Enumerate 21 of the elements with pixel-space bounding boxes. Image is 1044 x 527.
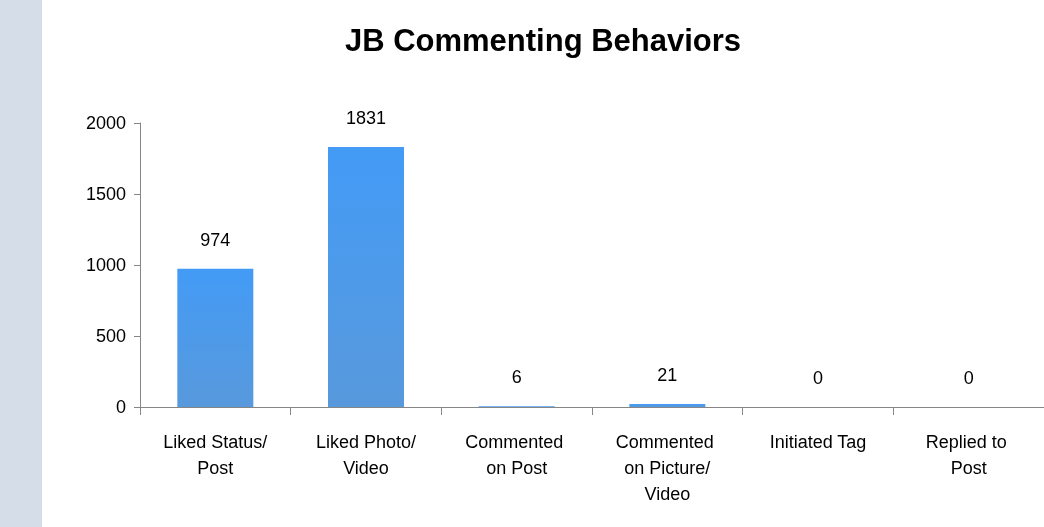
data-label: 0 — [812, 368, 824, 388]
y-tick-label: 2000 — [85, 113, 126, 133]
x-tick-label: Commented on Post — [465, 432, 569, 478]
data-label: 6 — [511, 367, 522, 388]
y-tick-label: 1500 — [85, 184, 126, 204]
bar — [328, 147, 404, 407]
bar — [629, 404, 706, 407]
data-label: 21 — [657, 365, 678, 386]
data-label: 0 — [963, 368, 974, 388]
data-label: 1831 — [345, 108, 387, 128]
x-tick-label: Initiated Tag — [769, 432, 867, 452]
x-tick-label: Liked Status/Post — [163, 432, 268, 478]
x-tick-label: Replied to Post — [925, 432, 1012, 478]
y-tick-label: 500 — [95, 326, 126, 346]
y-tick-label: 0 — [115, 397, 126, 417]
x-tick-label: Liked Photo/Video — [315, 432, 417, 478]
bar — [177, 268, 254, 407]
x-tick-label: Commented on Picture/Video — [615, 432, 719, 504]
y-tick-label: 1000 — [85, 255, 126, 275]
data-label: 974 — [200, 229, 231, 250]
chart-title: JB Commenting Behaviors — [344, 23, 742, 58]
